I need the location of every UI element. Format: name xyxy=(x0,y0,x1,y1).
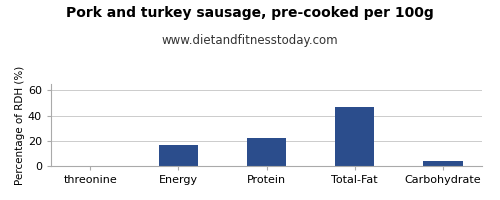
Bar xyxy=(158,145,198,166)
Bar xyxy=(335,107,374,166)
Text: www.dietandfitnesstoday.com: www.dietandfitnesstoday.com xyxy=(162,34,338,47)
Bar xyxy=(423,161,463,166)
Y-axis label: Percentage of RDH (%): Percentage of RDH (%) xyxy=(15,65,25,185)
Bar xyxy=(246,138,286,166)
Text: Pork and turkey sausage, pre-cooked per 100g: Pork and turkey sausage, pre-cooked per … xyxy=(66,6,434,20)
